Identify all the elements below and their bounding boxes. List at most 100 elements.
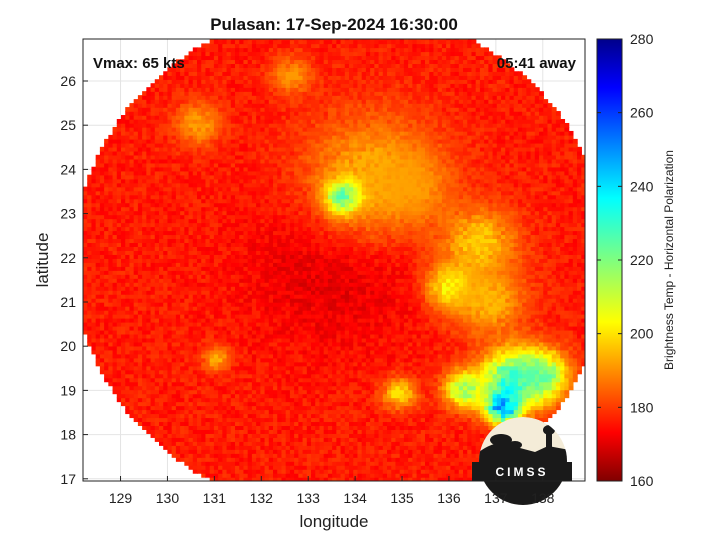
heatmap-cell [509, 298, 515, 303]
heatmap-cell [450, 457, 456, 462]
heatmap-cell [450, 301, 456, 307]
heatmap-cell [137, 381, 143, 387]
heatmap-cell [463, 369, 468, 375]
heatmap-cell [209, 309, 215, 315]
heatmap-cell [133, 377, 139, 383]
heatmap-cell [99, 286, 105, 291]
heatmap-cell [433, 425, 439, 430]
heatmap-cell [484, 345, 490, 351]
heatmap-cell [572, 294, 578, 299]
heatmap-cell [289, 381, 295, 387]
heatmap-cell [289, 369, 295, 375]
heatmap-cell [222, 469, 228, 474]
heatmap-cell [319, 329, 325, 335]
heatmap-cell [315, 377, 321, 383]
heatmap-cell [437, 353, 443, 359]
heatmap-cell [294, 441, 300, 446]
heatmap-cell [370, 357, 376, 363]
heatmap-cell [218, 305, 224, 311]
heatmap-cell [184, 421, 190, 427]
heatmap-cell [205, 349, 211, 355]
heatmap-cell [429, 473, 435, 478]
heatmap-cell [315, 341, 321, 347]
heatmap-cell [230, 305, 236, 311]
heatmap-cell [505, 321, 511, 327]
heatmap-cell [171, 341, 177, 347]
heatmap-cell [365, 437, 371, 442]
heatmap-cell [192, 365, 198, 371]
heatmap-cell [87, 321, 93, 327]
heatmap-cell [332, 429, 338, 434]
heatmap-cell [534, 393, 540, 399]
heatmap-cell [344, 321, 350, 327]
heatmap-cell [374, 361, 380, 367]
heatmap-cell [479, 385, 485, 391]
heatmap-cell [408, 353, 414, 359]
heatmap-cell [125, 329, 131, 335]
heatmap-cell [222, 305, 228, 311]
heatmap-cell [420, 294, 426, 299]
heatmap-cell [488, 397, 494, 403]
heatmap-cell [551, 397, 557, 403]
heatmap-cell [361, 433, 367, 438]
heatmap-cell [539, 413, 544, 419]
heatmap-cell [505, 393, 511, 399]
heatmap-cell [95, 286, 101, 291]
heatmap-cell [264, 425, 270, 430]
heatmap-cell [256, 317, 262, 323]
heatmap-cell [403, 341, 409, 347]
heatmap-cell [302, 373, 308, 379]
heatmap-cell [412, 461, 418, 466]
heatmap-cell [475, 445, 481, 450]
heatmap-cell [353, 401, 359, 407]
heatmap-cell [408, 301, 414, 307]
heatmap-cell [467, 409, 473, 415]
heatmap-cell [420, 369, 426, 375]
heatmap-cell [374, 349, 380, 355]
heatmap-cell [239, 365, 245, 371]
heatmap-cell [471, 369, 477, 375]
heatmap-cell [323, 453, 329, 458]
heatmap-cell [513, 333, 519, 339]
heatmap-cell [121, 317, 126, 323]
heatmap-cell [154, 333, 160, 339]
heatmap-cell [450, 365, 456, 371]
heatmap-cell [209, 313, 215, 319]
heatmap-cell [349, 317, 354, 323]
heatmap-cell [247, 413, 253, 419]
heatmap-cell [349, 377, 354, 383]
heatmap-cell [209, 417, 215, 423]
heatmap-cell [277, 409, 283, 415]
heatmap-cell [365, 313, 371, 319]
heatmap-cell [581, 345, 585, 351]
heatmap-cell [458, 385, 464, 391]
heatmap-cell [273, 369, 278, 375]
heatmap-cell [323, 298, 329, 303]
heatmap-cell [311, 385, 316, 391]
heatmap-cell [509, 341, 515, 347]
heatmap-cell [475, 381, 481, 387]
heatmap-cell [273, 405, 278, 411]
heatmap-cell [577, 369, 582, 375]
heatmap-cell [213, 337, 219, 343]
heatmap-cell [201, 353, 207, 359]
heatmap-cell [463, 409, 468, 415]
heatmap-cell [184, 397, 190, 403]
heatmap-cell [387, 373, 392, 379]
heatmap-cell [285, 353, 291, 359]
heatmap-cell [311, 425, 316, 430]
heatmap-cell [163, 425, 169, 430]
heatmap-cell [403, 477, 409, 481]
heatmap-cell [129, 317, 135, 323]
heatmap-cell [450, 413, 456, 419]
heatmap-cell [505, 417, 511, 423]
heatmap-cell [205, 457, 211, 462]
heatmap-cell [243, 341, 249, 347]
heatmap-cell [277, 461, 283, 466]
heatmap-cell [484, 377, 490, 383]
heatmap-cell [437, 417, 443, 423]
heatmap-cell [484, 333, 490, 339]
heatmap-cell [403, 473, 409, 478]
heatmap-cell [349, 341, 354, 347]
heatmap-cell [213, 365, 219, 371]
